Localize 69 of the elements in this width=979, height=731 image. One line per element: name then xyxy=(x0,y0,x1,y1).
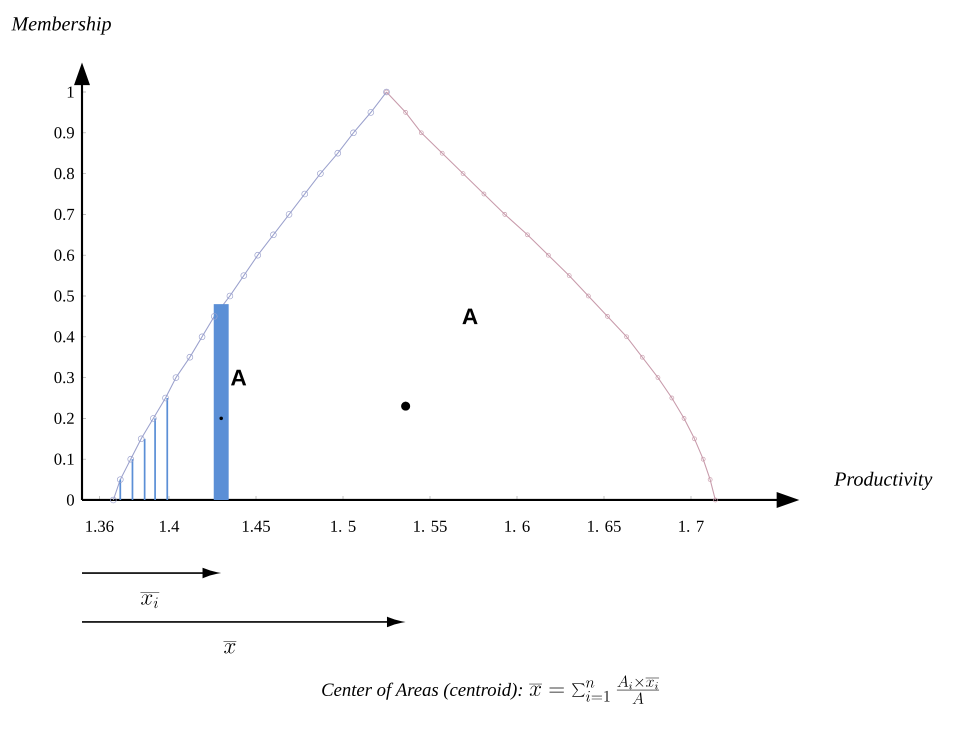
point xyxy=(186,354,194,360)
point xyxy=(138,436,144,442)
text: $\overline{x_i}$ xyxy=(140,592,160,608)
point xyxy=(502,212,508,217)
bar xyxy=(214,304,229,500)
point xyxy=(624,334,629,340)
y-tick-label: 0.5 xyxy=(54,290,74,302)
y-tick-label: 0.1 xyxy=(54,454,74,465)
point xyxy=(198,334,206,340)
x-tick-label: 1. 6 xyxy=(505,520,530,532)
y-axis-title: Membership xyxy=(11,16,111,35)
point xyxy=(546,252,551,258)
y-tick-label: 0.3 xyxy=(54,372,74,384)
point xyxy=(117,476,124,483)
point xyxy=(605,314,610,319)
point xyxy=(401,402,410,411)
point xyxy=(525,232,530,238)
y-tick-label: 0.2 xyxy=(54,412,74,424)
point xyxy=(566,273,572,278)
annotation: A xyxy=(462,308,478,324)
point xyxy=(586,294,591,298)
point xyxy=(708,477,712,482)
x-tick-label: 1. 65 xyxy=(588,520,621,532)
point xyxy=(368,109,374,116)
point xyxy=(301,190,308,198)
point xyxy=(150,415,157,422)
x-axis-title: Productivity xyxy=(834,472,932,490)
point xyxy=(286,211,292,218)
y-tick-label: 0 xyxy=(66,494,74,506)
point xyxy=(403,110,408,115)
y-tick-label: 0.6 xyxy=(54,250,74,261)
point xyxy=(440,150,445,156)
point xyxy=(350,130,357,136)
x-tick-label: 1. 7 xyxy=(679,520,704,532)
x-tick-label: 1.36 xyxy=(86,520,114,532)
y-tick-label: 0.8 xyxy=(54,168,74,180)
point xyxy=(692,436,697,442)
point xyxy=(317,170,324,177)
point xyxy=(270,232,277,238)
point xyxy=(656,375,660,380)
point xyxy=(334,150,342,156)
x-tick-label: 1.45 xyxy=(242,520,270,532)
point xyxy=(640,354,645,360)
y-tick-label: 0.4 xyxy=(54,331,74,342)
point xyxy=(226,292,234,300)
text: Center of Areas (centroid): xyxy=(322,682,522,700)
point xyxy=(210,313,218,320)
point xyxy=(700,456,706,462)
x-tick-label: 1. 5 xyxy=(331,520,356,532)
text: $\overline{x}$ xyxy=(223,641,236,654)
point xyxy=(418,130,424,136)
point xyxy=(254,252,262,258)
point xyxy=(670,396,674,400)
y-tick-label: 0.9 xyxy=(54,127,74,138)
point xyxy=(682,416,686,421)
annotation: A xyxy=(230,370,246,386)
y-tick-label: 1 xyxy=(68,86,74,98)
point xyxy=(219,416,223,420)
point xyxy=(172,374,180,381)
point xyxy=(240,272,248,279)
point xyxy=(460,171,466,176)
point xyxy=(110,496,117,504)
point xyxy=(127,456,134,462)
x-tick-label: 1. 55 xyxy=(414,520,447,532)
text: $\overline{x} = \sum_{i=1}^{n} \frac{A_i \times \overline{x_i}}{A}$ xyxy=(529,675,660,704)
x-tick-label: 1.4 xyxy=(160,520,180,532)
point xyxy=(162,394,169,402)
point xyxy=(482,192,486,196)
y-tick-label: 0.7 xyxy=(54,208,74,220)
